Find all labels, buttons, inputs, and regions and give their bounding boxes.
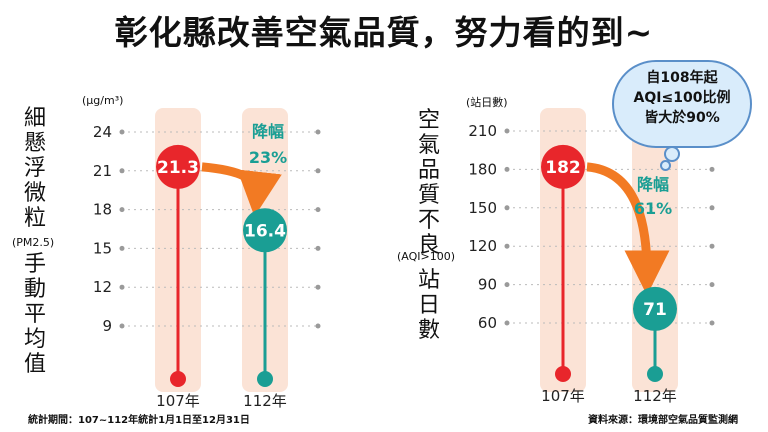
- aqi-value-label-0: 182: [545, 158, 581, 178]
- right-ylabel-aqi: (AQI>100): [397, 250, 456, 263]
- aqi-tick-label-1: 180: [468, 160, 497, 178]
- pm25-value-marker-0: [156, 144, 200, 189]
- aqi-grid-dot-start-3: [504, 243, 510, 249]
- pm25-grid-dot-start-3: [119, 245, 125, 251]
- pm25-tick-label-2: 18: [93, 201, 112, 219]
- aqi-grid-dot-start-1: [504, 166, 510, 172]
- right-ylabel-bottom: 站日數: [417, 268, 440, 343]
- aqi-grid-dot-end-1: [709, 166, 715, 172]
- bubble-dot-large: [664, 146, 680, 162]
- footer-source: 資料來源：環境部空氣品質監測網: [588, 415, 738, 426]
- pm25-category-label-0: 107年: [156, 392, 200, 410]
- aqi-category-label-0: 107年: [541, 387, 585, 405]
- aqi-grid-dot-end-3: [709, 243, 715, 249]
- left-ylabel-pm: (PM2.5): [12, 236, 55, 249]
- footer-period: 統計期間：107~112年統計1月1日至12月31日: [28, 415, 250, 426]
- aqi-value-label-1: 71: [643, 300, 667, 320]
- aqi-value-marker-0: [541, 144, 585, 189]
- pm25-value-marker-1: [243, 208, 287, 253]
- aqi-grid-dot-start-5: [504, 320, 510, 326]
- pm25-tick-label-0: 24: [93, 123, 112, 141]
- pm25-grid-dot-end-0: [315, 129, 321, 135]
- aqi-chart: 210 180 150 120 90 60 182 107年 71 112年: [468, 108, 715, 405]
- right-ylabel-top: 空氣品質不良: [417, 108, 440, 258]
- right-unit: (站日數): [466, 96, 508, 109]
- pm25-value-label-1: 16.4: [244, 221, 286, 241]
- left-ylabel-bottom: 手動平均值: [23, 252, 46, 377]
- aqi-tick-label-2: 150: [468, 199, 497, 217]
- left-unit: (μg/m³): [82, 94, 124, 107]
- pm25-base-dot-0: [170, 371, 186, 387]
- pm25-grid-dot-end-2: [315, 207, 321, 213]
- note-line-3: 皆大於90%: [644, 110, 720, 126]
- aqi-grid-dot-end-2: [709, 205, 715, 211]
- note-bubble: 自108年起 AQI≤100比例 皆大於90%: [612, 60, 752, 148]
- pm25-grid-dot-start-0: [119, 129, 125, 135]
- pm25-grid-dot-start-5: [119, 323, 125, 329]
- aqi-base-dot-1: [647, 366, 663, 382]
- aqi-tick-label-0: 210: [468, 122, 497, 140]
- page-title: 彰化縣改善空氣品質，努力看的到~: [114, 13, 654, 52]
- bubble-dot-small: [660, 160, 671, 171]
- aqi-grid-dot-end-4: [709, 282, 715, 288]
- pm25-base-dot-1: [257, 371, 273, 387]
- aqi-grid-dot-start-4: [504, 282, 510, 288]
- pm25-decrease-arrow: [201, 162, 282, 217]
- aqi-tick-label-3: 120: [468, 237, 497, 255]
- right-change-label: 降幅: [637, 175, 669, 194]
- aqi-grid-dot-start-2: [504, 205, 510, 211]
- right-change-value: 61%: [634, 199, 672, 218]
- left-change-value: 23%: [249, 148, 287, 167]
- aqi-decrease-arrow: [586, 162, 670, 296]
- pm25-value-label-0: 21.3: [157, 158, 199, 178]
- aqi-grid-dot-start-0: [504, 128, 510, 134]
- aqi-value-marker-1: [633, 286, 677, 331]
- left-ylabel-top: 細懸浮微粒: [23, 106, 46, 231]
- pm25-category-label-1: 112年: [243, 392, 287, 410]
- pm25-tick-label-1: 21: [93, 162, 112, 180]
- pm25-grid-dot-start-2: [119, 207, 125, 213]
- aqi-category-label-1: 112年: [633, 387, 677, 405]
- pm25-grid-dot-end-5: [315, 323, 321, 329]
- note-line-2: AQI≤100比例: [633, 90, 731, 106]
- pm25-chart: 24 21 18 15 12 9 21.3 107年 16.4 112年: [93, 108, 321, 410]
- pm25-tick-label-4: 12: [93, 278, 112, 296]
- pm25-tick-label-5: 9: [102, 317, 112, 335]
- aqi-grid-dot-end-5: [709, 320, 715, 326]
- aqi-tick-label-5: 60: [478, 314, 497, 332]
- note-line-1: 自108年起: [646, 70, 718, 86]
- left-change-label: 降幅: [252, 122, 284, 141]
- pm25-grid-dot-end-4: [315, 284, 321, 290]
- pm25-tick-label-3: 15: [93, 239, 112, 257]
- aqi-tick-label-4: 90: [478, 276, 497, 294]
- pm25-grid-dot-start-1: [119, 168, 125, 174]
- pm25-grid-dot-end-3: [315, 245, 321, 251]
- pm25-grid-dot-start-4: [119, 284, 125, 290]
- pm25-grid-dot-end-1: [315, 168, 321, 174]
- aqi-base-dot-0: [555, 366, 571, 382]
